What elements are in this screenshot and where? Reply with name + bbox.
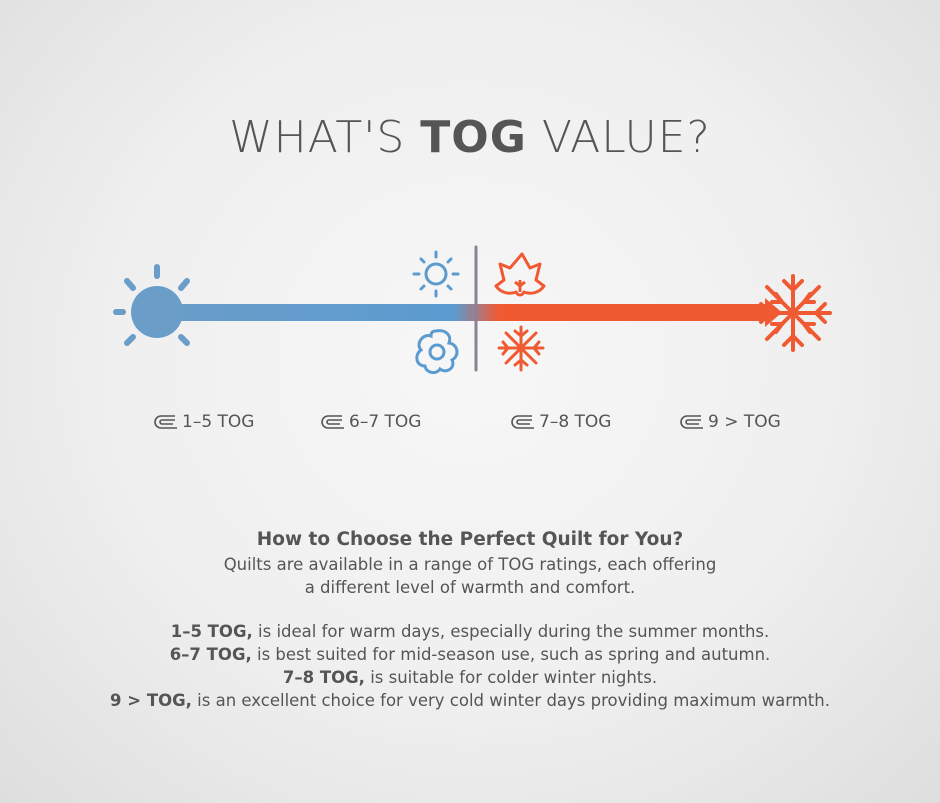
- snowflake-icon: [754, 274, 832, 352]
- flower-icon: [415, 329, 459, 375]
- list-item: 1–5 TOG, is ideal for warm days, especia…: [170, 622, 770, 641]
- tog-scale-bar: [157, 304, 767, 321]
- quilt-icon: [154, 415, 177, 429]
- intro-line: a different level of warmth and comfort.: [304, 578, 636, 597]
- quilt-icon: [680, 415, 703, 429]
- label-text: 6–7 TOG: [349, 412, 422, 432]
- small-sun-icon: [412, 250, 460, 298]
- intro-text: Quilts are available in a range of TOG r…: [0, 553, 940, 599]
- scale-label-1-5: 1–5 TOG: [153, 412, 254, 432]
- scale-label-7-8: 7–8 TOG: [510, 412, 611, 432]
- intro-line: Quilts are available in a range of TOG r…: [223, 555, 717, 574]
- scale-label-6-7: 6–7 TOG: [320, 412, 421, 432]
- page-title: WHAT'S TOG VALUE?: [229, 112, 711, 163]
- quilt-icon: [321, 415, 344, 429]
- scale-label-9-plus: 9 > TOG: [679, 412, 781, 432]
- sun-icon: [113, 264, 190, 346]
- list-item: 7–8 TOG, is suitable for colder winter n…: [282, 668, 658, 687]
- small-snowflake-icon: [497, 325, 545, 372]
- list-item: 9 > TOG, is an excellent choice for very…: [110, 691, 830, 710]
- tog-guide-list: 1–5 TOG, is ideal for warm days, especia…: [0, 620, 940, 712]
- label-text: 1–5 TOG: [182, 412, 255, 432]
- section-heading: How to Choose the Perfect Quilt for You?: [256, 529, 684, 550]
- maple-leaf-icon: [494, 252, 546, 297]
- label-text: 7–8 TOG: [539, 412, 612, 432]
- list-item: 6–7 TOG, is best suited for mid-season u…: [169, 645, 771, 664]
- quilt-icon: [511, 415, 534, 429]
- label-text: 9 > TOG: [708, 412, 781, 432]
